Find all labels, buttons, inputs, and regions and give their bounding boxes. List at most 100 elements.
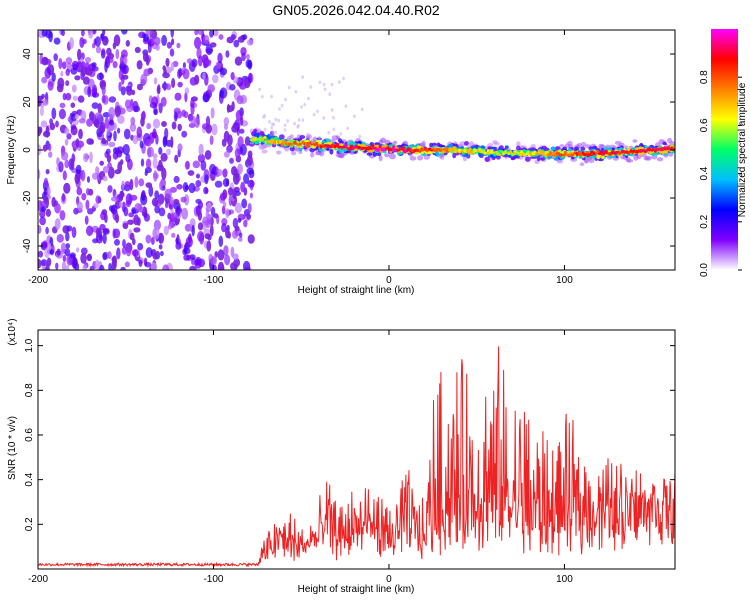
noise-cell [170, 30, 174, 38]
noise-cell [65, 92, 72, 101]
signal-cell [278, 134, 285, 140]
y-tick-label: 0.4 [24, 472, 35, 486]
y-tick-label: -20 [22, 190, 33, 205]
noise-cell [46, 186, 51, 197]
noise-cell [65, 231, 70, 242]
signal-cell [459, 146, 465, 150]
noise-cell [89, 265, 94, 270]
spectrogram-signal-cells [248, 75, 675, 166]
noise-cell [246, 213, 251, 220]
signal-cell [421, 140, 426, 147]
noise-cell [55, 262, 59, 270]
noise-cell [243, 219, 248, 228]
noise-cell [196, 173, 200, 179]
noise-cell [189, 115, 194, 121]
noise-cell [56, 83, 64, 93]
noise-cell [170, 136, 174, 149]
signal-cell [330, 82, 334, 87]
colorbar-tick-label: 0.0 [699, 263, 710, 277]
noise-cell [160, 96, 167, 107]
signal-cell [409, 156, 417, 161]
noise-cell [229, 84, 236, 91]
signal-cell [357, 145, 361, 150]
noise-cell [74, 113, 80, 120]
noise-cell [76, 187, 83, 196]
noise-cell [181, 109, 187, 118]
noise-cell [53, 53, 58, 62]
signal-cell [576, 142, 583, 149]
noise-cell [85, 199, 90, 210]
noise-cell [120, 190, 124, 197]
noise-cell [93, 120, 99, 127]
y-tick-label: -40 [22, 238, 33, 253]
noise-cell [147, 41, 152, 54]
noise-cell [151, 96, 159, 106]
noise-cell [108, 141, 116, 148]
signal-cell [552, 154, 558, 157]
noise-cell [61, 195, 66, 201]
signal-cell [375, 144, 380, 148]
signal-cell [555, 152, 561, 156]
noise-cell [66, 225, 73, 232]
noise-cell [124, 261, 130, 268]
noise-cell [163, 68, 167, 76]
noise-cell [81, 30, 85, 37]
noise-cell [181, 207, 189, 220]
noise-cell [153, 108, 159, 116]
noise-cell [46, 257, 52, 267]
signal-cell [330, 108, 334, 112]
noise-cell [130, 116, 136, 126]
noise-cell [223, 245, 229, 256]
noise-cell [58, 58, 63, 70]
signal-cell [349, 144, 354, 148]
signal-cell [436, 152, 440, 157]
noise-cell [234, 148, 241, 158]
noise-cell [194, 117, 201, 128]
signal-cell [293, 121, 296, 126]
noise-cell [232, 172, 240, 185]
signal-cell [417, 155, 424, 161]
noise-cell [222, 178, 230, 187]
noise-cell [129, 232, 135, 241]
noise-cell [200, 160, 207, 171]
noise-cell [184, 87, 190, 95]
noise-cell [41, 76, 48, 84]
noise-cell [173, 111, 178, 122]
spectrogram-x-ticks: -200 -100 0 100 [28, 30, 573, 286]
signal-cell [360, 107, 364, 112]
signal-cell [392, 145, 395, 150]
noise-cell [62, 92, 67, 101]
noise-cell [209, 225, 214, 237]
noise-cell [145, 247, 153, 258]
signal-cell [286, 119, 290, 123]
noise-cell [231, 166, 238, 176]
noise-cell [78, 128, 83, 140]
signal-cell [290, 151, 297, 156]
noise-cell [88, 30, 94, 39]
noise-cell [156, 85, 161, 95]
noise-cell [86, 225, 94, 237]
noise-cell [177, 123, 182, 132]
signal-cell [327, 130, 331, 135]
signal-cell [579, 162, 585, 166]
noise-cell [164, 188, 172, 199]
noise-cell [203, 35, 210, 45]
signal-cell [464, 153, 468, 157]
noise-cell [204, 59, 212, 65]
signal-cell [570, 153, 575, 157]
noise-cell [171, 121, 177, 130]
signal-cell [309, 85, 313, 89]
noise-cell [189, 254, 196, 260]
noise-cell [44, 247, 50, 259]
noise-cell [136, 126, 143, 139]
noise-cell [98, 124, 105, 132]
noise-cell [120, 86, 126, 96]
noise-cell [80, 110, 87, 121]
noise-cell [145, 182, 153, 189]
noise-cell [213, 213, 219, 219]
signal-cell [627, 151, 631, 155]
noise-cell [74, 173, 81, 185]
signal-cell [300, 105, 303, 109]
noise-cell [190, 98, 195, 108]
noise-cell [89, 151, 93, 164]
